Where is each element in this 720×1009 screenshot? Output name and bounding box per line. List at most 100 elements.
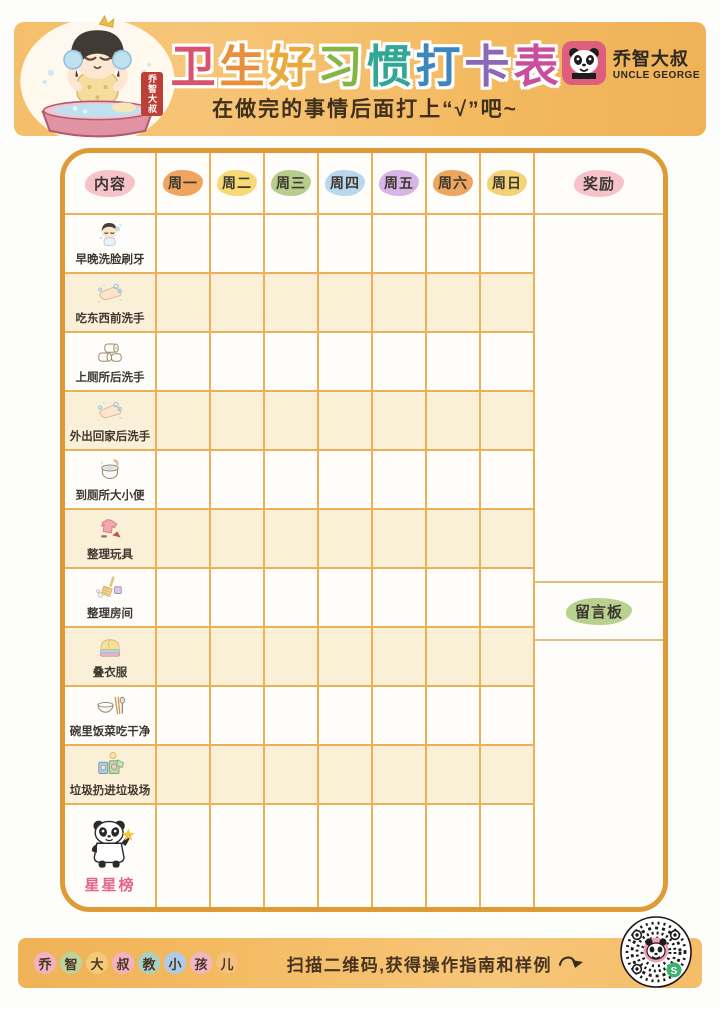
day-column-header: 周三 [265,153,319,215]
habit-row-label: 星星榜 [65,805,157,907]
check-cell-r7-d2[interactable] [211,569,265,628]
check-cell-r5-d4[interactable] [319,451,373,510]
check-cell-r10-d6[interactable] [427,746,481,805]
check-cell-r6-d1[interactable] [157,510,211,569]
check-cell-r11-d1[interactable] [157,805,211,907]
habit-table: 内容 周一 周二 周三 周四 周五 周六 周日 早晚洗脸刷牙 吃东西前洗手 上厕所后洗手 外出回家后洗… [60,148,668,912]
check-cell-r8-d1[interactable] [157,628,211,687]
check-cell-r5-d2[interactable] [211,451,265,510]
check-cell-r3-d7[interactable] [481,333,535,392]
check-cell-r11-d5[interactable] [373,805,427,907]
check-cell-r10-d3[interactable] [265,746,319,805]
day-column-header: 周二 [211,153,265,215]
check-cell-r2-d7[interactable] [481,274,535,333]
check-cell-r10-d4[interactable] [319,746,373,805]
day-column-header: 周一 [157,153,211,215]
habit-label-text: 外出回家后洗手 [69,431,151,443]
check-cell-r7-d5[interactable] [373,569,427,628]
check-cell-r3-d6[interactable] [427,333,481,392]
check-cell-r11-d3[interactable] [265,805,319,907]
check-cell-r11-d6[interactable] [427,805,481,907]
check-cell-r4-d7[interactable] [481,392,535,451]
check-cell-r1-d5[interactable] [373,215,427,274]
check-cell-r2-d1[interactable] [157,274,211,333]
check-cell-r7-d3[interactable] [265,569,319,628]
check-cell-r8-d7[interactable] [481,628,535,687]
check-cell-r2-d6[interactable] [427,274,481,333]
check-cell-r3-d4[interactable] [319,333,373,392]
check-cell-r2-d5[interactable] [373,274,427,333]
check-cell-r2-d4[interactable] [319,274,373,333]
check-cell-r3-d1[interactable] [157,333,211,392]
check-cell-r4-d5[interactable] [373,392,427,451]
check-cell-r4-d6[interactable] [427,392,481,451]
check-cell-r5-d3[interactable] [265,451,319,510]
check-cell-r11-d2[interactable] [211,805,265,907]
habit-row-label: 到厕所大小便 [65,451,157,510]
qr-code[interactable]: S [618,914,694,990]
check-cell-r11-d4[interactable] [319,805,373,907]
check-cell-r3-d3[interactable] [265,333,319,392]
check-cell-r3-d5[interactable] [373,333,427,392]
check-cell-r5-d5[interactable] [373,451,427,510]
curly-arrow-icon [558,953,586,974]
reward-area-bottom[interactable] [535,641,663,907]
toys-icon [93,515,127,545]
check-cell-r7-d1[interactable] [157,569,211,628]
check-cell-r10-d7[interactable] [481,746,535,805]
qr-badge-letter: S [671,966,678,977]
check-cell-r7-d4[interactable] [319,569,373,628]
check-cell-r9-d3[interactable] [265,687,319,746]
title-char: 生 [219,41,266,92]
title-char: 卫 [170,41,217,92]
check-cell-r1-d6[interactable] [427,215,481,274]
check-cell-r6-d7[interactable] [481,510,535,569]
check-cell-r1-d1[interactable] [157,215,211,274]
check-cell-r4-d4[interactable] [319,392,373,451]
check-cell-r4-d2[interactable] [211,392,265,451]
check-cell-r7-d7[interactable] [481,569,535,628]
bottom-banner: 乔智大叔教小孩儿 扫描二维码,获得操作指南和样例 [18,938,702,988]
check-cell-r8-d6[interactable] [427,628,481,687]
check-cell-r9-d7[interactable] [481,687,535,746]
check-cell-r11-d7[interactable] [481,805,535,907]
toilet-paper-icon [93,338,127,368]
check-cell-r6-d4[interactable] [319,510,373,569]
check-cell-r9-d1[interactable] [157,687,211,746]
hand-wash-icon [93,279,127,309]
check-cell-r2-d3[interactable] [265,274,319,333]
habit-row-label: 碗里饭菜吃干净 [65,687,157,746]
check-cell-r9-d6[interactable] [427,687,481,746]
check-cell-r1-d7[interactable] [481,215,535,274]
check-cell-r7-d6[interactable] [427,569,481,628]
check-cell-r3-d2[interactable] [211,333,265,392]
day-header-chip: 周五 [379,170,419,196]
check-cell-r9-d2[interactable] [211,687,265,746]
check-cell-r10-d2[interactable] [211,746,265,805]
reward-area-top[interactable] [535,215,663,583]
check-cell-r8-d3[interactable] [265,628,319,687]
check-cell-r5-d6[interactable] [427,451,481,510]
reward-column-header: 奖励 [535,153,663,215]
check-cell-r4-d3[interactable] [265,392,319,451]
check-cell-r8-d5[interactable] [373,628,427,687]
check-cell-r1-d2[interactable] [211,215,265,274]
check-cell-r6-d5[interactable] [373,510,427,569]
check-cell-r9-d5[interactable] [373,687,427,746]
footer-brand-char: 小 [164,952,186,974]
clean-room-icon [93,574,127,604]
check-cell-r9-d4[interactable] [319,687,373,746]
check-cell-r8-d2[interactable] [211,628,265,687]
check-cell-r1-d3[interactable] [265,215,319,274]
check-cell-r6-d2[interactable] [211,510,265,569]
check-cell-r6-d6[interactable] [427,510,481,569]
check-cell-r4-d1[interactable] [157,392,211,451]
check-cell-r8-d4[interactable] [319,628,373,687]
check-cell-r10-d5[interactable] [373,746,427,805]
check-cell-r1-d4[interactable] [319,215,373,274]
check-cell-r10-d1[interactable] [157,746,211,805]
check-cell-r5-d1[interactable] [157,451,211,510]
check-cell-r2-d2[interactable] [211,274,265,333]
check-cell-r5-d7[interactable] [481,451,535,510]
check-cell-r6-d3[interactable] [265,510,319,569]
